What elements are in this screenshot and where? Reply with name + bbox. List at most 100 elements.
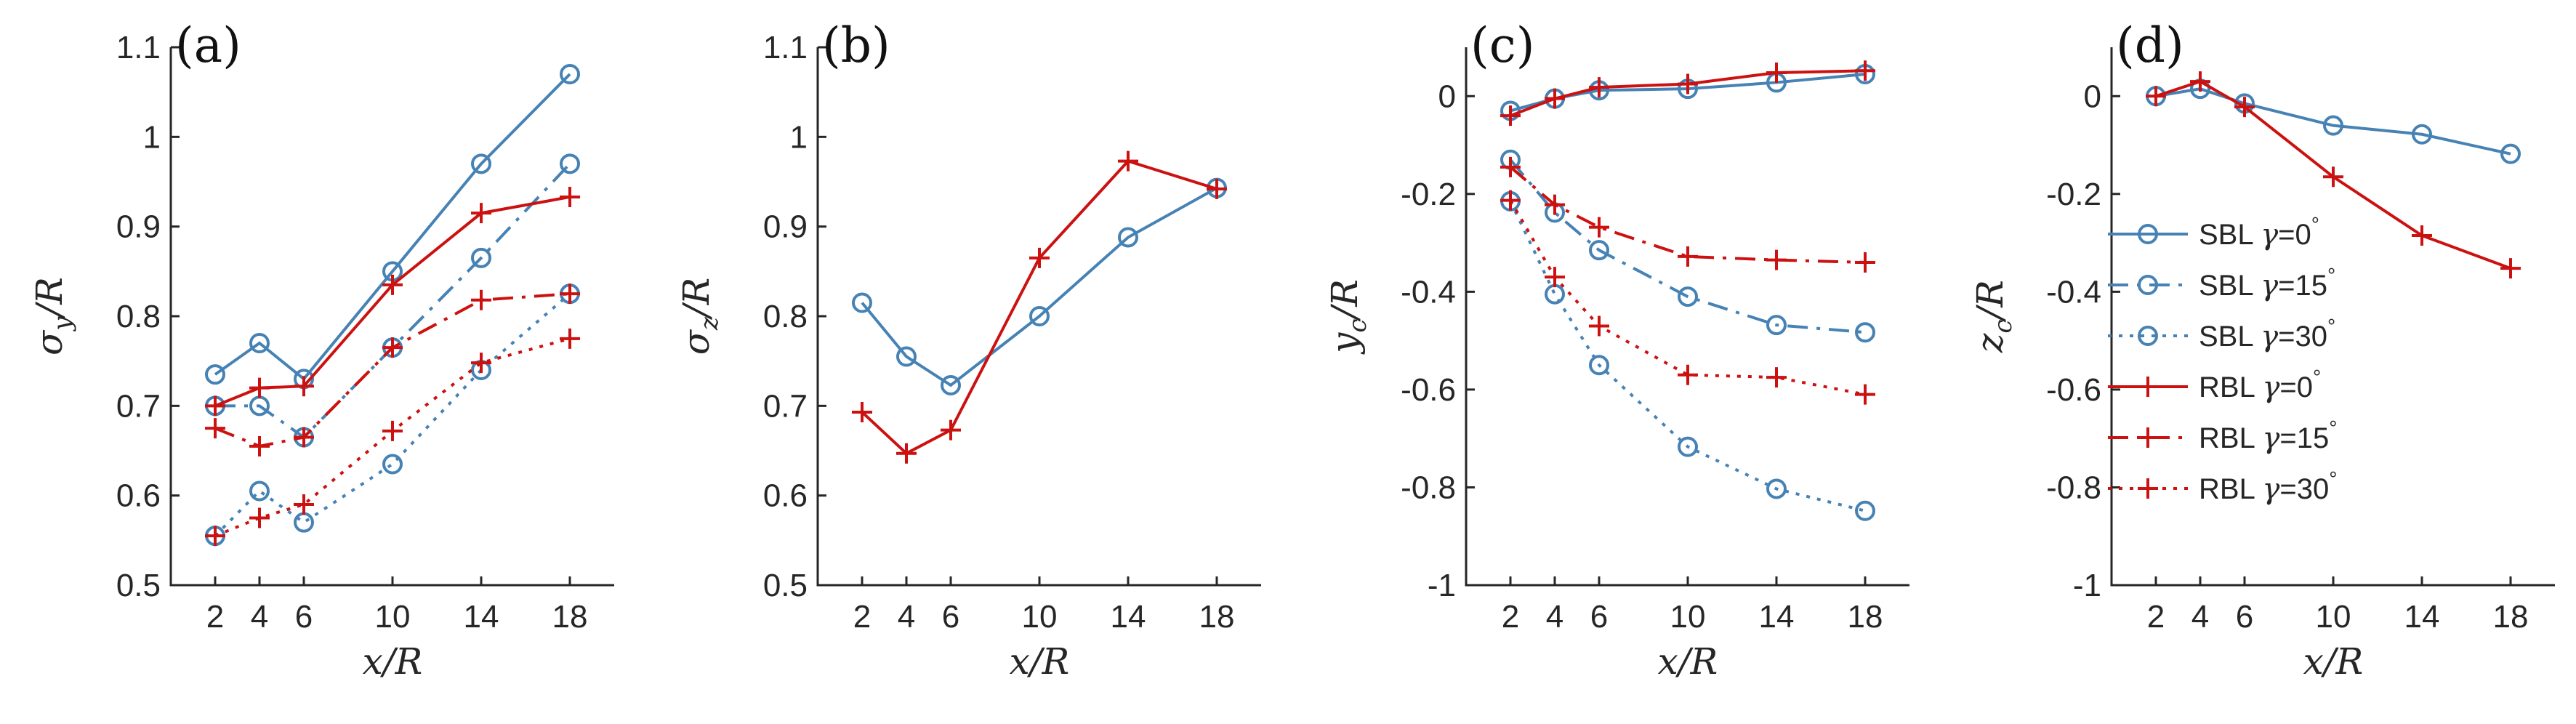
y-tick-label: -0.8 <box>2046 470 2101 505</box>
data-point <box>1500 156 1521 177</box>
data-point <box>471 289 491 310</box>
y-tick-label: 0.7 <box>116 388 161 424</box>
y-axis-label: σy/R <box>28 277 77 355</box>
x-tick-label: 4 <box>1546 599 1563 635</box>
x-tick-label: 6 <box>1590 599 1608 635</box>
data-point <box>471 153 491 174</box>
x-tick-label: 10 <box>375 599 411 635</box>
legend-marker <box>2138 427 2158 448</box>
data-point <box>1118 227 1138 248</box>
data-point <box>249 507 270 528</box>
panel-b: 0.5 0.6 0.7 0.8 0.9 1 1.1 2 4 6 10 14 18 x/R σz/R (b) <box>675 17 1261 683</box>
series-line <box>861 159 1217 456</box>
y-tick-label: -0.2 <box>1401 177 1456 212</box>
series-line <box>861 186 1217 387</box>
legend-entry: SBL γ=30° <box>2108 315 2335 353</box>
x-tick-label: 6 <box>942 599 959 635</box>
series-rbl-4 <box>205 283 580 456</box>
data-point <box>1589 315 1609 337</box>
y-tick-label: 1 <box>143 119 161 155</box>
data-point <box>2146 86 2166 107</box>
data-point <box>1029 247 1050 268</box>
x-axis-label: x/R <box>363 640 423 683</box>
y-tick-label: 0.8 <box>116 299 161 334</box>
data-point <box>560 328 580 349</box>
legend-marker <box>2138 377 2158 397</box>
legend: SBL γ=0° SBL γ=15° SBL γ=30° RBL γ=0° RBL γ=… <box>2108 213 2337 506</box>
data-point <box>1855 384 1875 405</box>
data-point <box>382 337 403 358</box>
y-tick-label: -0.8 <box>1401 470 1456 505</box>
x-tick-label: 18 <box>1199 599 1235 635</box>
series-line <box>2155 87 2511 156</box>
data-point <box>249 480 270 502</box>
data-point <box>1678 286 1698 307</box>
series-rbl-1 <box>852 150 1227 464</box>
data-point <box>205 418 225 439</box>
series-line <box>214 292 571 537</box>
series-rbl-5 <box>205 328 580 547</box>
x-tick-label: 14 <box>1759 599 1795 635</box>
data-point <box>1545 88 1565 109</box>
legend-label: SBL γ=30° <box>2199 315 2335 353</box>
data-point <box>560 283 580 305</box>
y-tick-label: 0.9 <box>116 209 161 245</box>
series-sbl-0 <box>2146 79 2521 164</box>
data-point <box>941 374 961 395</box>
series-rbl-1 <box>2146 71 2521 279</box>
legend-marker <box>2138 275 2158 295</box>
x-tick-label: 14 <box>2404 599 2440 635</box>
legend-marker <box>2138 224 2158 244</box>
y-tick-label: 1.1 <box>116 30 161 65</box>
data-point <box>2500 143 2521 164</box>
data-point <box>2323 166 2343 188</box>
y-tick-label: 1.1 <box>763 30 808 65</box>
panel-d: -1 -0.8 -0.6 -0.4 -0.2 0 2 4 6 10 14 18 x/R zc/R (d) <box>1969 17 2555 683</box>
x-tick-label: 10 <box>1670 599 1706 635</box>
series-line <box>2155 79 2511 270</box>
y-tick-label: 0.5 <box>763 568 808 603</box>
series-rbl-5 <box>1500 190 1875 405</box>
axes-frame <box>169 47 614 587</box>
data-point <box>382 274 403 295</box>
series-line <box>1510 69 1866 118</box>
data-point <box>1766 478 1787 499</box>
data-point <box>1589 240 1609 261</box>
x-tick-label: 10 <box>1022 599 1058 635</box>
y-tick-label: -0.4 <box>1401 274 1456 310</box>
axes-frame <box>1465 47 1909 587</box>
data-point <box>2500 258 2521 279</box>
series-sbl-0 <box>205 64 580 390</box>
x-axis-label: x/R <box>2303 640 2364 683</box>
data-point <box>205 364 225 385</box>
series-line <box>214 195 571 408</box>
x-tick-label: 2 <box>853 599 871 635</box>
series-line <box>215 162 571 440</box>
y-tick-label: -1 <box>2073 568 2101 603</box>
y-tick-label: -1 <box>1428 568 1456 603</box>
panel-label: (c) <box>1470 17 1534 73</box>
y-axis-label: σz/R <box>675 278 724 355</box>
data-point <box>294 427 314 448</box>
data-point <box>249 435 270 456</box>
data-point <box>896 346 917 367</box>
y-tick-label: 0.7 <box>763 388 808 424</box>
data-point <box>852 292 872 313</box>
legend-marker <box>2138 478 2158 499</box>
x-tick-label: 2 <box>1502 599 1519 635</box>
series-sbl-1 <box>205 153 580 448</box>
series-line <box>214 292 571 448</box>
data-point <box>1766 367 1787 388</box>
series-line <box>214 73 571 382</box>
panel-c: -1 -0.8 -0.6 -0.4 -0.2 0 2 4 6 10 14 18 x/R yc/R (c) <box>1324 17 1909 683</box>
data-point <box>1589 355 1609 376</box>
data-point <box>1207 178 1227 199</box>
data-point <box>1855 252 1875 273</box>
data-point <box>560 153 580 174</box>
data-point <box>294 376 314 397</box>
legend-label: RBL γ=0° <box>2199 366 2321 404</box>
data-point <box>1500 105 1521 126</box>
data-point <box>294 512 314 533</box>
data-point <box>560 186 580 207</box>
data-point <box>471 353 491 374</box>
